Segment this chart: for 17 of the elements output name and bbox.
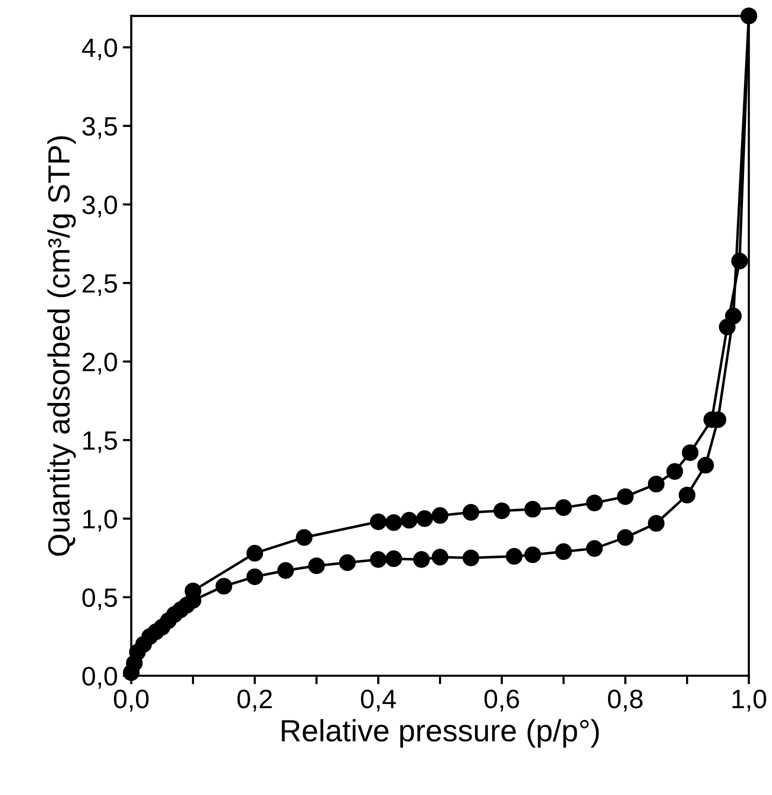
y-axis-title: Quantity adsorbed (cm³/g STP) [47, 136, 76, 556]
y-tick-label: 1,0 [83, 510, 118, 532]
y-tick-label: 1,5 [83, 431, 117, 454]
x-tick-label: 1,0 [732, 690, 766, 712]
y-tick-label: 3,5 [82, 117, 117, 139]
x-tick-label: 0,4 [360, 690, 396, 712]
y-tick-label: 2,0 [82, 352, 118, 374]
y-tick-label: 0,0 [82, 666, 118, 689]
y-tick-label: 2,5 [82, 274, 117, 296]
x-tick-label: 0,0 [114, 690, 149, 712]
x-axis-title: Relative pressure (p/p°) [282, 719, 599, 748]
y-tick-label: 3,0 [82, 196, 118, 218]
y-tick-label: 0,5 [82, 588, 117, 610]
y-tick-label: 4,0 [82, 38, 118, 60]
x-tick-label: 0,6 [484, 690, 519, 712]
x-tick-label: 0,2 [237, 690, 272, 712]
x-tick-label: 0,8 [608, 690, 643, 712]
